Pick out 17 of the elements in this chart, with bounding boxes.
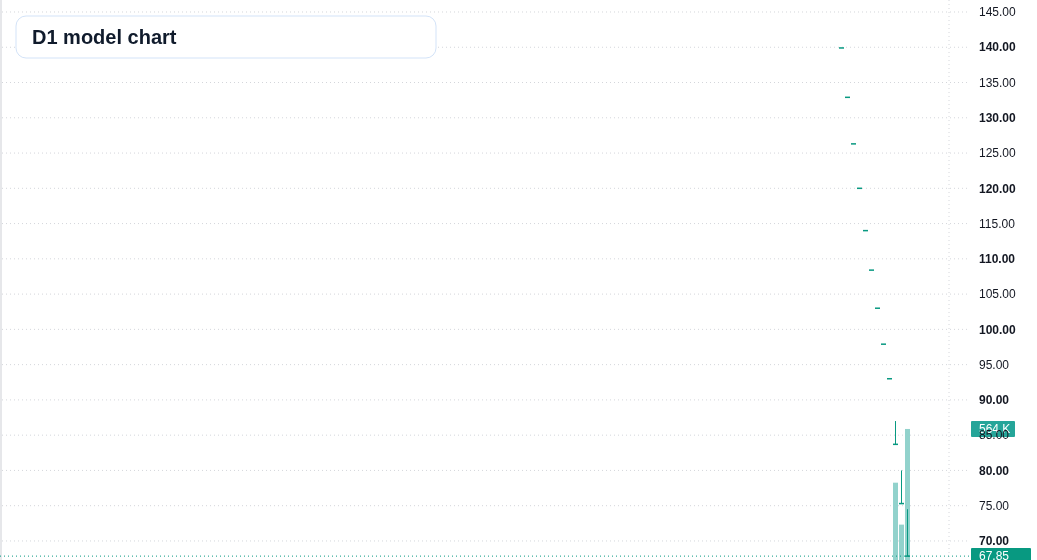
y-tick-label: 130.00 bbox=[979, 110, 1017, 125]
y-tick-label: 135.00 bbox=[979, 75, 1017, 90]
y-tick-label: 95.00 bbox=[979, 357, 1010, 372]
y-tick-label: 125.00 bbox=[979, 146, 1017, 161]
y-tick-label: 70.00 bbox=[979, 534, 1010, 549]
y-tick-label: 115.00 bbox=[979, 216, 1016, 231]
y-tick-label: 145.00 bbox=[979, 5, 1017, 20]
y-tick-label: 140.00 bbox=[979, 40, 1017, 55]
ref-line-label: 67.85 bbox=[979, 549, 1010, 560]
y-tick-label: 80.00 bbox=[979, 463, 1010, 478]
y-tick-label: 90.00 bbox=[979, 393, 1010, 408]
y-tick-label: 100.00 bbox=[979, 322, 1017, 337]
y-tick-label: 105.00 bbox=[979, 287, 1017, 302]
y-tick-label: 75.00 bbox=[979, 498, 1010, 513]
y-tick-label: 110.00 bbox=[979, 252, 1016, 267]
text: D1 model chart bbox=[32, 26, 177, 48]
y-tick-label: 120.00 bbox=[979, 181, 1017, 196]
